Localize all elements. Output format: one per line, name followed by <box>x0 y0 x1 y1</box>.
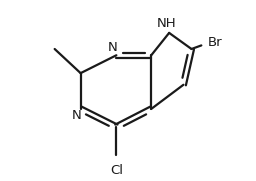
Text: NH: NH <box>157 17 177 30</box>
Text: Cl: Cl <box>110 164 123 177</box>
Text: N: N <box>108 41 118 54</box>
Text: N: N <box>71 109 81 122</box>
Text: Br: Br <box>208 36 222 49</box>
